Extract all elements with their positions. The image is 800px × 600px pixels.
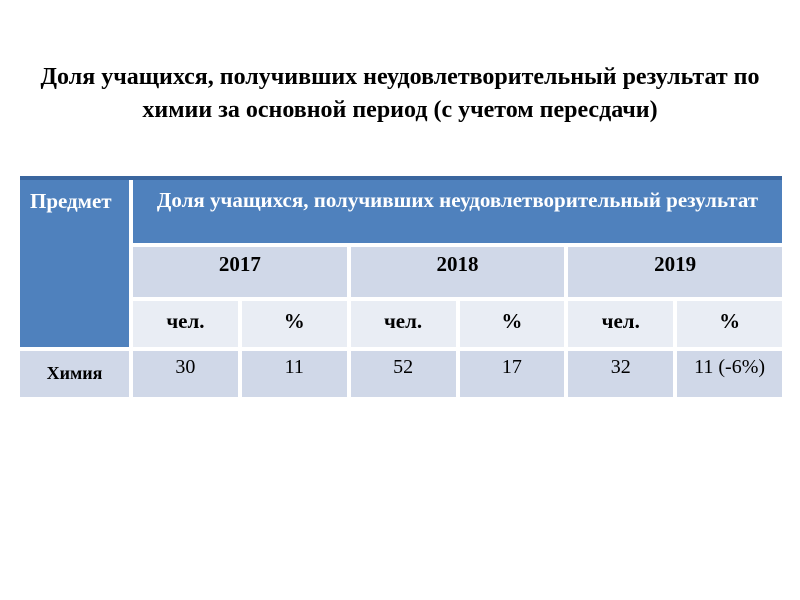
subheader-percent-2019: % — [677, 301, 782, 347]
year-header-2017: 2017 — [133, 247, 347, 297]
slide-title-line-1: Доля учащихся, получивших неудовлетворит… — [40, 64, 760, 90]
value-people-2017: 30 — [133, 351, 238, 397]
subheader-percent-2017: % — [241, 301, 347, 347]
subheader-people-2019: чел. — [568, 301, 674, 347]
value-percent-2017: 11 — [241, 351, 347, 397]
value-percent-2019: 11 (-6%) — [677, 351, 782, 397]
year-header-2018: 2018 — [350, 247, 565, 297]
value-people-2018: 52 — [350, 351, 456, 397]
subheader-people-2017: чел. — [133, 301, 238, 347]
main-header: Доля учащихся, получивших неудовлетворит… — [133, 180, 782, 243]
value-percent-2018: 17 — [459, 351, 565, 397]
subheader-percent-2018: % — [459, 301, 565, 347]
subheader-people-2018: чел. — [350, 301, 456, 347]
results-table-grid: Предмет Доля учащихся, получивших неудов… — [20, 180, 782, 397]
value-people-2019: 32 — [568, 351, 674, 397]
subject-cell-chemistry: Химия — [20, 351, 129, 397]
slide-title-line-2: химии за основной период (с учетом перес… — [142, 97, 658, 123]
results-table: Предмет Доля учащихся, получивших неудов… — [20, 176, 782, 397]
subject-column-header: Предмет — [20, 180, 129, 347]
slide-title: Доля учащихся, получивших неудовлетворит… — [40, 61, 760, 127]
year-header-2019: 2019 — [568, 247, 782, 297]
